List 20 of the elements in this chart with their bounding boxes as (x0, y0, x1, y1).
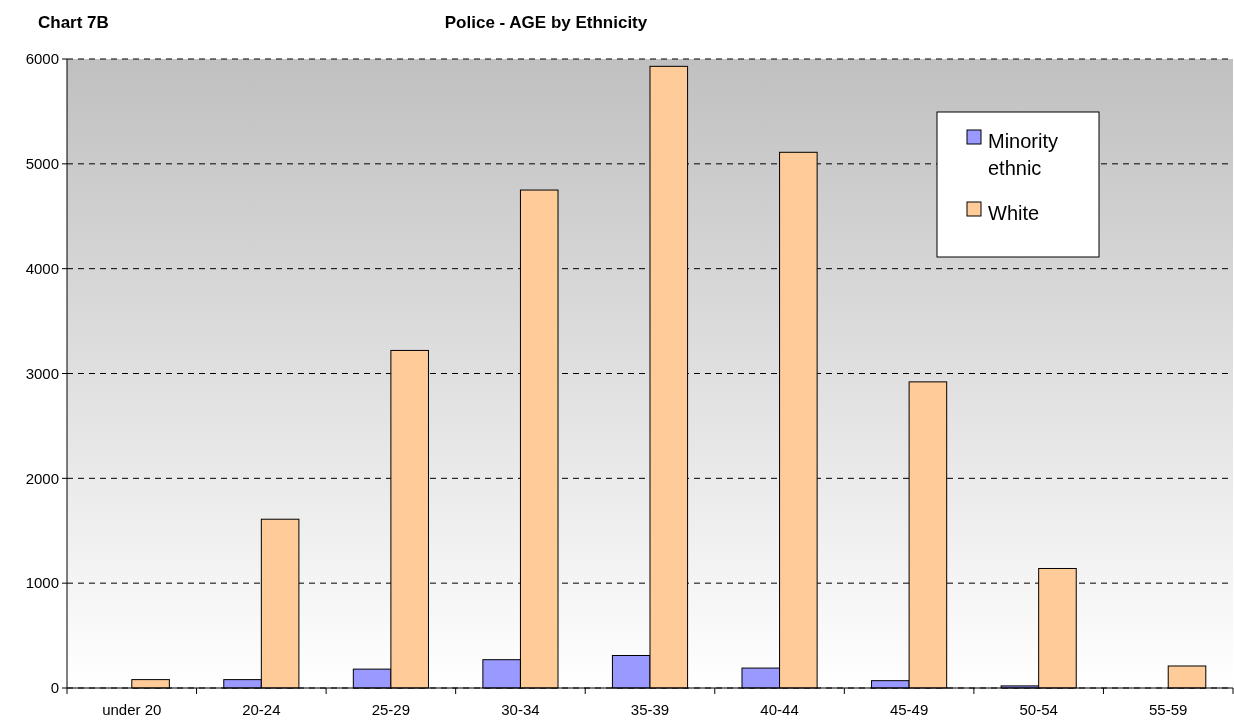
chart-title: Police - AGE by Ethnicity (444, 13, 648, 32)
caption: Chart 7B (38, 13, 109, 32)
x-tick-label: 30-34 (501, 701, 540, 718)
y-tick-label: 5000 (25, 155, 59, 173)
y-tick-label: 3000 (25, 364, 59, 382)
x-tick-label: 25-29 (371, 701, 411, 718)
legend-label: White (988, 202, 1040, 224)
x-tick-label: 45-49 (889, 701, 929, 718)
x-tick-label: 35-39 (630, 701, 670, 718)
x-tick-label: 40-44 (760, 701, 799, 718)
y-tick-label: 2000 (25, 469, 59, 487)
x-tick-label: 20-24 (242, 701, 281, 718)
y-tick-label: 4000 (25, 259, 59, 277)
x-tick-label: 55-59 (1149, 701, 1188, 718)
y-tick-label: 1000 (25, 574, 59, 592)
x-tick-label: under 20 (102, 701, 162, 718)
x-tick-label: 50-54 (1019, 701, 1058, 718)
legend-label: Minority ethnic (988, 130, 1059, 179)
y-tick-label: 6000 (25, 50, 59, 68)
y-tick-label: 0 (50, 679, 59, 697)
